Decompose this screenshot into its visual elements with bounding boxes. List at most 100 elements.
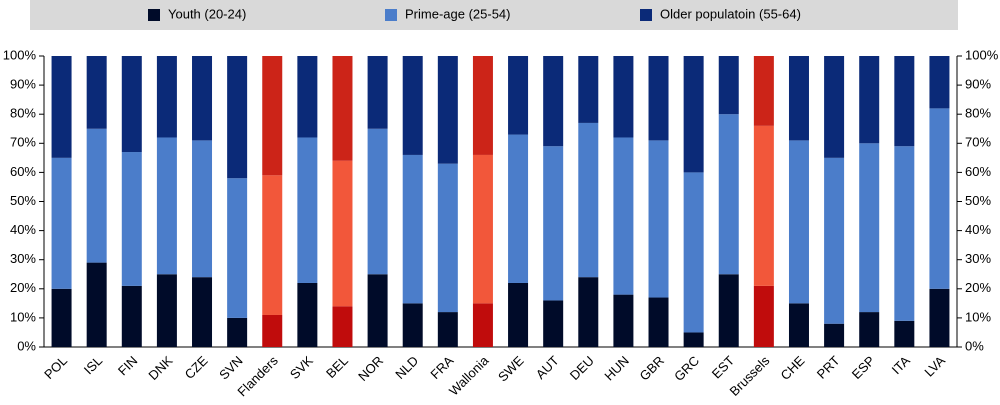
bar-segment — [121, 56, 142, 153]
bar-segment — [894, 320, 915, 347]
bar-segment — [472, 303, 493, 347]
y-tick-label-right: 50% — [965, 193, 991, 208]
x-tick-label: SVK — [287, 353, 316, 382]
y-tick-label: 30% — [10, 251, 36, 266]
bar-segment — [929, 56, 950, 109]
bar-segment — [824, 157, 845, 324]
bar-segment — [262, 56, 283, 176]
bar-segment — [192, 56, 213, 141]
y-tick-label-right: 10% — [965, 309, 991, 324]
legend-label: Older populatoin (55-64) — [660, 6, 801, 21]
bar-segment — [297, 282, 318, 347]
y-tick-label-right: 60% — [965, 164, 991, 179]
x-tick-label: DEU — [567, 353, 597, 383]
bar-segment — [332, 56, 353, 161]
x-tick-label: NOR — [355, 353, 386, 384]
x-tick-label: Wallonia — [446, 352, 492, 398]
bar-segment — [227, 317, 248, 347]
bar-segment — [894, 56, 915, 147]
x-tick-label: POL — [41, 353, 70, 382]
bar-segment — [86, 262, 107, 347]
bar-segment — [472, 56, 493, 155]
y-tick-label-right: 30% — [965, 251, 991, 266]
y-tick-label: 10% — [10, 309, 36, 324]
bar-segment — [543, 300, 564, 347]
y-tick-label-right: 40% — [965, 222, 991, 237]
x-tick-label: EST — [709, 353, 738, 382]
bar-segment — [51, 56, 72, 158]
bar-segment — [753, 56, 774, 126]
bar-segment — [121, 152, 142, 286]
legend-swatch — [640, 9, 652, 21]
bar-segment — [824, 56, 845, 158]
bar-segment — [297, 137, 318, 283]
bar-segment — [367, 128, 388, 275]
bar-segment — [683, 172, 704, 333]
x-tick-label: SWE — [495, 353, 527, 385]
x-tick-label: ISL — [81, 353, 105, 377]
x-tick-label: FRA — [427, 353, 456, 382]
bar-segment — [613, 56, 634, 138]
bar-segment — [543, 56, 564, 147]
bar-segment — [472, 154, 493, 304]
bar-segment — [788, 56, 809, 141]
bar-segment — [824, 323, 845, 347]
y-tick-label-right: 70% — [965, 135, 991, 150]
x-tick-label: AUT — [533, 353, 562, 382]
y-tick-label: 80% — [10, 106, 36, 121]
bar-segment — [297, 56, 318, 138]
bar-segment — [648, 56, 669, 141]
bar-segment — [648, 297, 669, 347]
y-tick-label-right: 90% — [965, 77, 991, 92]
bar-segment — [788, 303, 809, 347]
bar-segment — [683, 56, 704, 173]
bar-segment — [51, 288, 72, 347]
y-tick-label-right: 0% — [965, 338, 984, 353]
bar-segment — [578, 122, 599, 278]
bar-segment — [648, 140, 669, 298]
bar-segment — [543, 146, 564, 301]
y-tick-label-right: 100% — [965, 47, 999, 62]
y-tick-label: 0% — [17, 338, 36, 353]
x-tick-label: GBR — [637, 353, 668, 384]
bar-segment — [753, 285, 774, 347]
bar-segment — [578, 277, 599, 347]
y-tick-label: 50% — [10, 193, 36, 208]
bar-segment — [859, 312, 880, 347]
bar-segment — [718, 274, 739, 347]
bar-segment — [718, 114, 739, 275]
bar-segment — [332, 306, 353, 347]
y-tick-label: 20% — [10, 280, 36, 295]
bar-segment — [578, 56, 599, 123]
bar-segment — [788, 140, 809, 304]
x-tick-label: DNK — [145, 353, 175, 383]
legend-label: Youth (20-24) — [168, 6, 246, 21]
x-tick-label: PRT — [814, 353, 843, 382]
bar-segment — [508, 282, 529, 347]
bar-segment — [262, 314, 283, 347]
bar-segment — [508, 56, 529, 135]
x-tick-label: CZE — [182, 353, 211, 382]
bar-segment — [86, 56, 107, 129]
bar-segment — [437, 163, 458, 313]
bar-segment — [402, 56, 423, 155]
bar-segment — [859, 56, 880, 144]
y-tick-label: 100% — [3, 47, 37, 62]
bar-segment — [121, 285, 142, 347]
legend-background — [30, 0, 958, 30]
y-tick-label: 60% — [10, 164, 36, 179]
bar-segment — [402, 154, 423, 304]
bar-segment — [508, 134, 529, 283]
bar-segment — [86, 128, 107, 263]
x-tick-label: HUN — [601, 353, 632, 384]
x-tick-label: Brussels — [727, 353, 773, 399]
y-tick-label-right: 80% — [965, 106, 991, 121]
x-tick-label: BEL — [323, 353, 351, 381]
x-tick-label: FIN — [115, 353, 140, 378]
bar-segment — [192, 140, 213, 278]
legend-label: Prime-age (25-54) — [405, 6, 511, 21]
y-tick-label-right: 20% — [965, 280, 991, 295]
bar-segment — [437, 56, 458, 164]
bar-segment — [929, 108, 950, 289]
